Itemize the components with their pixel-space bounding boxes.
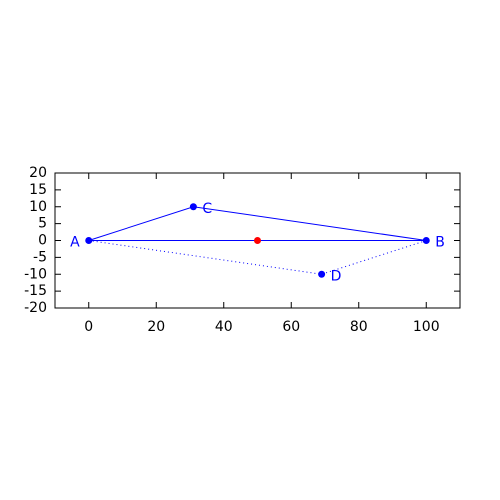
y-tick-label: -20 [24,300,47,316]
point-label: C [202,201,212,217]
point [85,237,93,244]
point [422,237,430,244]
line [88,206,427,241]
point [254,237,261,244]
y-tick-label: 0 [38,233,47,249]
y-tick-label: 20 [29,165,47,181]
y-tick-label: 5 [38,216,47,232]
x-tick-label: 20 [147,319,165,335]
point [189,203,197,211]
point [318,270,326,278]
y-tick-label: -15 [24,283,47,299]
point-label: D [331,268,342,284]
point-label: A [70,235,80,251]
y-tick-label: 15 [29,182,47,198]
x-tick-label: 0 [84,319,93,335]
x-tick-label: 100 [413,319,440,335]
x-tick-label: 60 [282,319,300,335]
x-tick-label: 40 [215,319,233,335]
point-label: B [435,235,445,251]
line [88,240,427,275]
y-tick-label: -5 [33,249,47,265]
y-tick-label: 10 [29,199,47,215]
x-tick-label: 80 [350,319,368,335]
y-tick-label: -10 [24,266,47,282]
